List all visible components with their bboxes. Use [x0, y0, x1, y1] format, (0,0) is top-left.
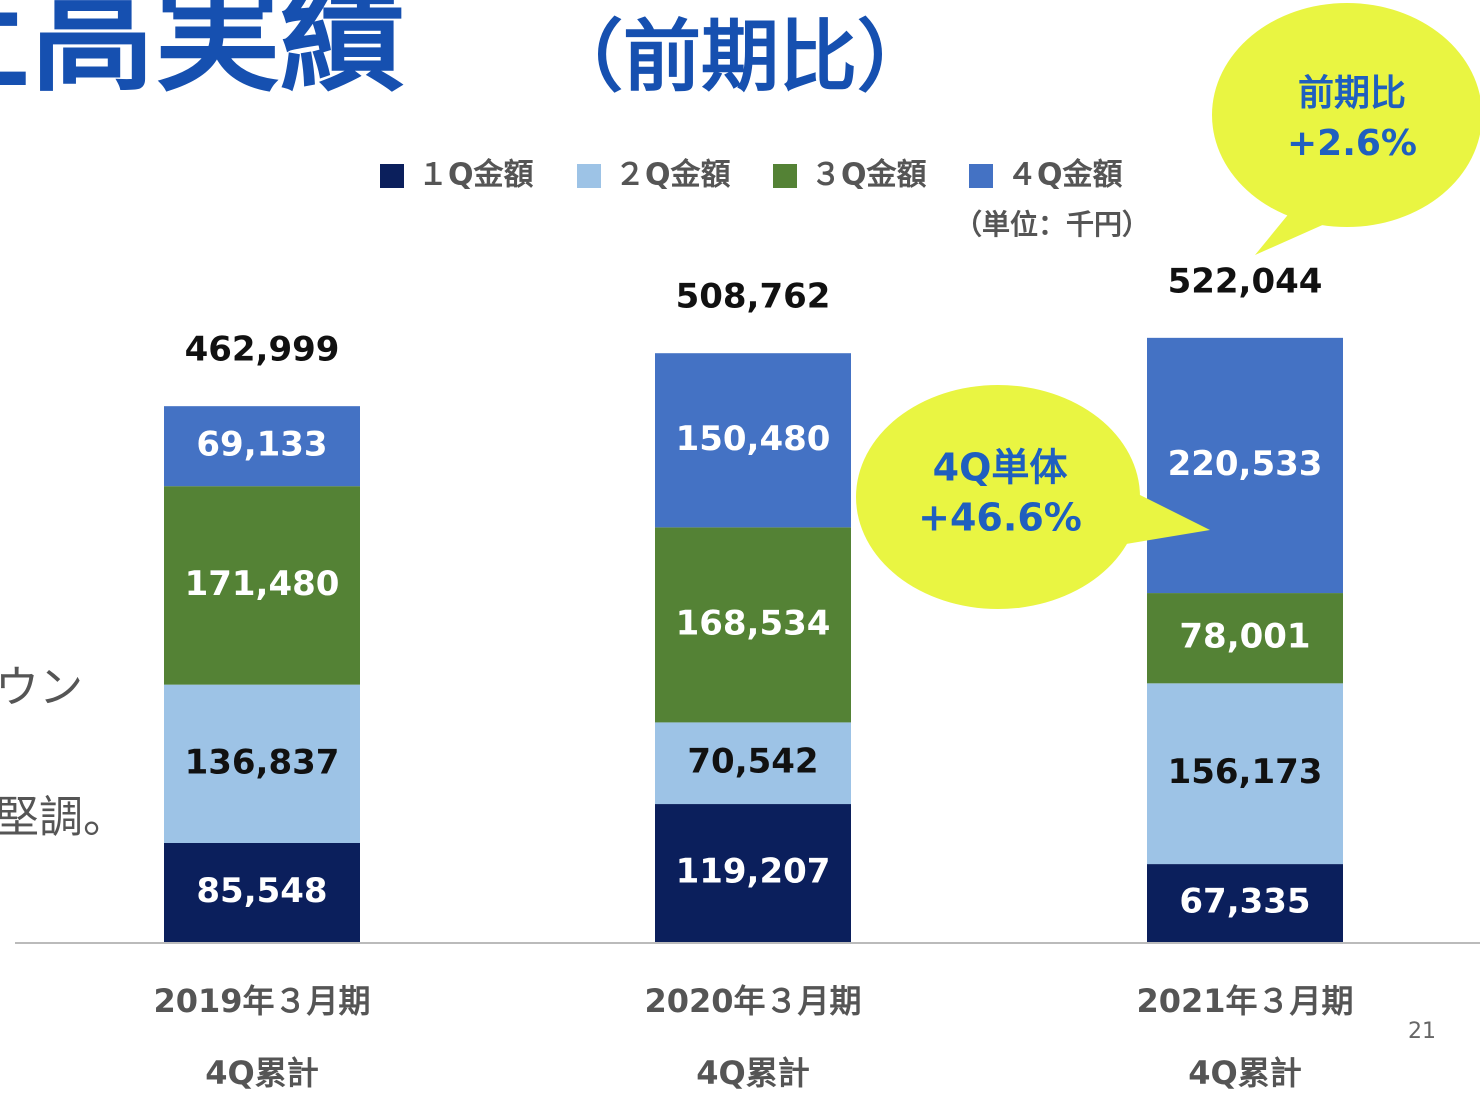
title: 上高実績 — [0, 0, 405, 109]
value-label: 156,173 — [1168, 752, 1323, 792]
legend-swatch — [773, 164, 797, 188]
bar-segment — [164, 486, 360, 685]
value-label: 119,207 — [676, 852, 831, 892]
side-text: ウン — [0, 662, 83, 713]
callout-text: +46.6% — [918, 496, 1082, 540]
x-tick-label: 2021年３月期 — [1136, 982, 1353, 1020]
value-label: 85,548 — [196, 871, 327, 911]
x-tick-sublabel: 4Q累計 — [205, 1054, 318, 1092]
page-number: 21 — [1408, 1019, 1436, 1044]
x-tick-label: 2019年３月期 — [153, 982, 370, 1020]
callout-1 — [1212, 3, 1480, 255]
legend-swatch — [969, 164, 993, 188]
bar-segment — [1147, 593, 1343, 684]
bar-segment — [655, 722, 851, 805]
value-label: 168,534 — [676, 603, 831, 643]
legend-swatch — [577, 164, 601, 188]
side-text: 堅調。 — [0, 792, 127, 843]
bar-segment — [655, 527, 851, 723]
x-tick-sublabel: 4Q累計 — [696, 1054, 809, 1092]
title-suffix: （前期比） — [545, 12, 935, 102]
bar-segment — [1147, 683, 1343, 865]
bar-segment — [1147, 864, 1343, 942]
legend-label: ３Q金額 — [811, 158, 927, 193]
total-label: 462,999 — [185, 330, 340, 370]
bar-segment — [655, 353, 851, 528]
legend-label: １Q金額 — [418, 158, 534, 193]
legend-label: ２Q金額 — [615, 158, 731, 193]
unit-label: （単位：千円） — [954, 208, 1150, 241]
callout-text: 4Q単体 — [933, 446, 1068, 490]
callout-text: 前期比 — [1298, 73, 1406, 114]
total-label: 508,762 — [676, 277, 831, 317]
x-tick-label: 2020年３月期 — [644, 982, 861, 1020]
callout-text: +2.6% — [1287, 123, 1417, 164]
value-label: 67,335 — [1179, 882, 1310, 922]
value-label: 70,542 — [687, 742, 818, 782]
value-label: 150,480 — [676, 419, 831, 459]
value-label: 69,133 — [196, 425, 327, 465]
x-tick-sublabel: 4Q累計 — [1188, 1054, 1301, 1092]
bar-segment — [1147, 337, 1343, 594]
value-label: 171,480 — [185, 564, 340, 604]
total-label: 522,044 — [1168, 261, 1323, 301]
bar-segment — [655, 804, 851, 942]
value-label: 136,837 — [185, 742, 340, 782]
bar-segment — [164, 406, 360, 487]
value-label: 220,533 — [1168, 444, 1323, 484]
legend-label: ４Q金額 — [1007, 158, 1123, 193]
callout-2 — [856, 385, 1210, 609]
value-label: 78,001 — [1179, 617, 1310, 657]
bar-segment — [164, 842, 360, 942]
bar-segment — [164, 684, 360, 843]
legend-swatch — [380, 164, 404, 188]
